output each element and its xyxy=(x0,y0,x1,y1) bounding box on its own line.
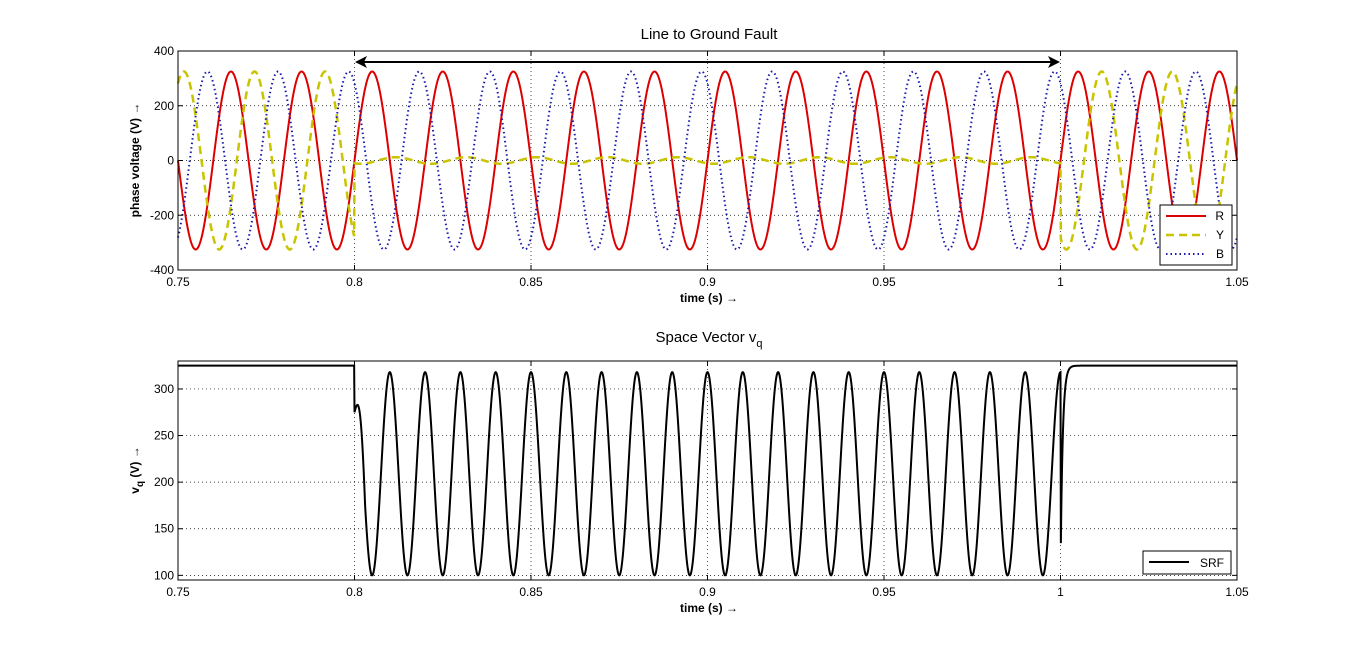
x-tick-label: 0.85 xyxy=(519,585,543,599)
legend-label-y: Y xyxy=(1216,228,1224,242)
plot2-ylabel-subscript: q xyxy=(135,481,146,487)
y-tick-label: 150 xyxy=(154,522,174,536)
plot2-y-ticks: 300 250 200 150 100 xyxy=(154,382,1237,582)
y-tick-label: 250 xyxy=(154,429,174,443)
y-tick-label: -200 xyxy=(150,208,174,222)
plot1-legend: R Y B xyxy=(1159,204,1233,266)
plot1-y-ticks: 400 200 0 -200 -400 xyxy=(150,44,1237,277)
plot2-title: Space Vector vq xyxy=(655,329,762,350)
legend-label-b: B xyxy=(1216,247,1224,261)
fault-duration-arrow xyxy=(355,56,1060,68)
series-line-srf xyxy=(178,364,1237,577)
phase-voltage-plot: Line to Ground Fault 0.75 0.8 0.85 0.9 0.95 1… xyxy=(128,26,1249,305)
x-tick-label: 1 xyxy=(1057,275,1064,289)
plot2-series-group xyxy=(178,364,1237,577)
plot1-series-group xyxy=(176,70,1239,251)
plot2-ylabel-main: v xyxy=(128,487,142,494)
legend-label-r: R xyxy=(1215,209,1224,223)
space-vector-plot: Space Vector vq 0.75 0.8 0.85 0.9 0.95 1 1.05 … xyxy=(128,329,1249,615)
x-tick-label: 0.95 xyxy=(872,275,896,289)
x-tick-label: 1.05 xyxy=(1225,275,1249,289)
plot1-title: Line to Ground Fault xyxy=(641,26,779,43)
y-tick-label: 400 xyxy=(154,44,174,58)
plot2-ylabel: vq (V) → xyxy=(128,446,146,493)
x-tick-label: 0.9 xyxy=(699,585,716,599)
x-tick-label: 0.95 xyxy=(872,585,896,599)
x-tick-label: 0.75 xyxy=(166,275,190,289)
x-tick-label: 0.75 xyxy=(166,585,190,599)
x-tick-label: 1 xyxy=(1057,585,1064,599)
plot2-title-main: Space Vector v xyxy=(655,329,756,346)
plot2-xlabel: time (s) → xyxy=(680,601,738,615)
fault-arrow-left-head xyxy=(355,56,367,68)
series-line-y xyxy=(176,70,1239,251)
y-tick-label: 0 xyxy=(167,154,174,168)
x-tick-label: 0.85 xyxy=(519,275,543,289)
plot1-x-ticks: 0.75 0.8 0.85 0.9 0.95 1 1.05 xyxy=(166,51,1249,289)
fault-arrow-right-head xyxy=(1048,56,1060,68)
y-tick-label: 200 xyxy=(154,99,174,113)
x-tick-label: 1.05 xyxy=(1225,585,1249,599)
plot2-legend: SRF xyxy=(1142,550,1232,575)
y-tick-label: 100 xyxy=(154,568,174,582)
x-tick-label: 0.8 xyxy=(346,585,363,599)
y-tick-label: -400 xyxy=(150,263,174,277)
legend-label-srf: SRF xyxy=(1200,556,1224,570)
series-line-r xyxy=(177,70,1238,251)
plot2-x-ticks: 0.75 0.8 0.85 0.9 0.95 1 1.05 xyxy=(166,361,1249,599)
x-tick-label: 0.8 xyxy=(346,275,363,289)
plot1-xlabel: time (s) → xyxy=(680,291,738,305)
plot2-title-subscript: q xyxy=(756,338,762,350)
plot1-ylabel: phase voltage (V) → xyxy=(128,103,142,218)
plot2-ylabel-suffix: (V) → xyxy=(128,446,142,481)
y-tick-label: 300 xyxy=(154,382,174,396)
y-tick-label: 200 xyxy=(154,475,174,489)
x-tick-label: 0.9 xyxy=(699,275,716,289)
